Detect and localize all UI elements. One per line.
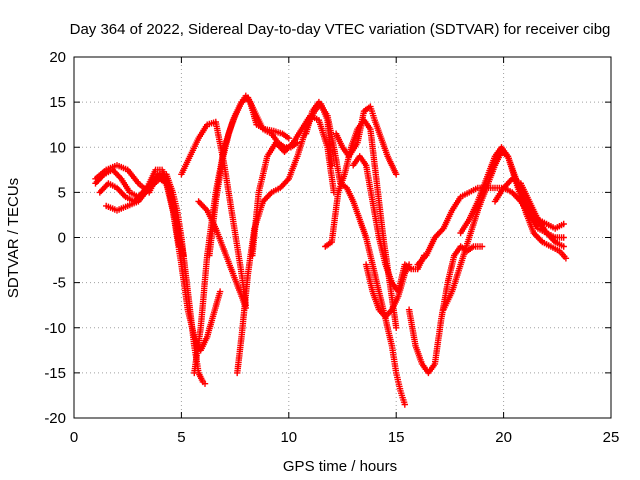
series-arc-10 <box>249 112 338 259</box>
plus-markers <box>362 261 413 321</box>
plus-markers <box>457 144 570 262</box>
x-tick-label: 0 <box>70 429 78 446</box>
y-tick-label: -5 <box>53 275 66 292</box>
y-axis-label: SDTVAR / TECUs <box>5 178 22 298</box>
plus-markers <box>249 112 338 259</box>
series-arc-20 <box>491 175 567 250</box>
plus-markers <box>234 100 335 377</box>
x-tick-label: 10 <box>280 429 297 446</box>
series-arc-13 <box>332 103 400 178</box>
plus-markers <box>405 243 486 377</box>
y-tick-label: 10 <box>49 139 66 156</box>
series-arc-8 <box>195 198 249 312</box>
grid-lines <box>74 57 611 418</box>
y-tick-label: -15 <box>44 365 66 382</box>
axis-ticks: 0 5 10 15 20 25 -20 -15 -10 -5 0 5 10 15 20 <box>44 49 619 446</box>
series-arc-9 <box>234 100 335 377</box>
x-tick-label: 25 <box>603 429 620 446</box>
x-axis-label: GPS time / hours <box>283 458 397 475</box>
plus-markers <box>491 175 567 250</box>
plus-markers <box>92 162 209 387</box>
data-points <box>92 92 570 408</box>
y-tick-label: -10 <box>44 320 66 337</box>
series-arc-11 <box>302 98 408 408</box>
y-tick-label: 20 <box>49 49 66 66</box>
series-arc-15 <box>362 261 413 321</box>
x-tick-label: 15 <box>388 429 405 446</box>
plus-markers <box>178 118 249 309</box>
series-arc-7 <box>178 118 249 309</box>
y-tick-label: 15 <box>49 94 66 111</box>
x-tick-label: 20 <box>495 429 512 446</box>
chart-title: Day 364 of 2022, Sidereal Day-to-day VTE… <box>70 21 611 38</box>
plus-markers <box>195 198 249 312</box>
y-tick-label: 0 <box>58 230 66 247</box>
y-tick-label: 5 <box>58 184 66 201</box>
y-tick-label: -20 <box>44 410 66 427</box>
x-tick-label: 5 <box>177 429 185 446</box>
plus-markers <box>302 98 408 408</box>
series-arc-19 <box>457 144 570 262</box>
series-arc-16 <box>405 243 486 377</box>
plus-markers <box>332 103 400 178</box>
series-arc-1 <box>92 162 209 387</box>
